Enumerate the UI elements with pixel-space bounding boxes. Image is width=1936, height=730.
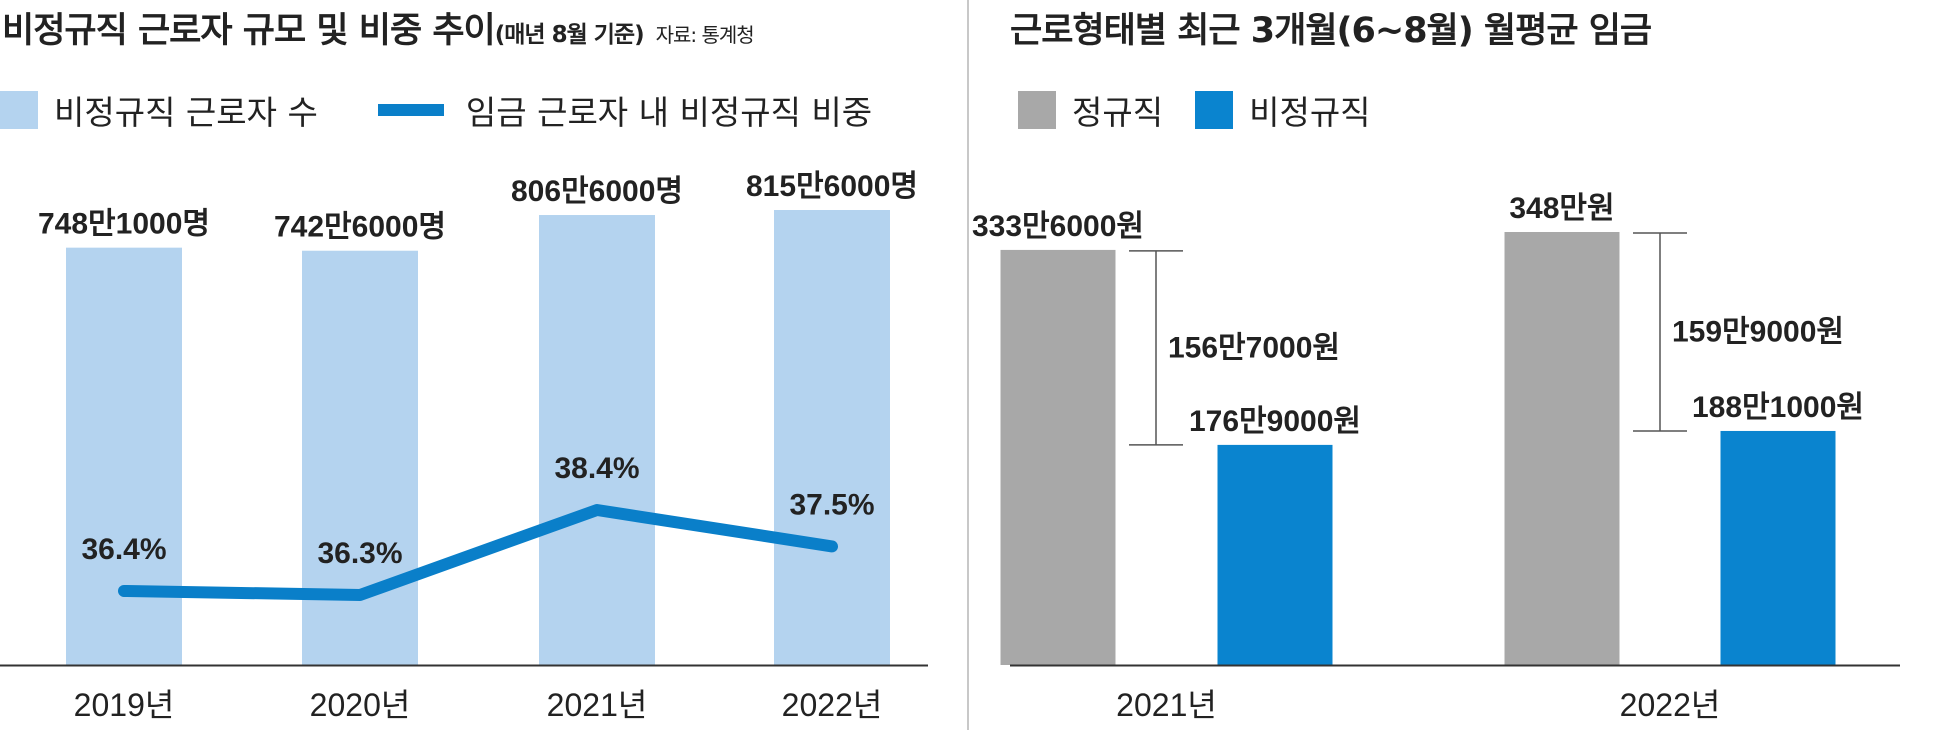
x-tick-label: 2021년 (1116, 687, 1217, 723)
left-legend: 비정규직 근로자 수 임금 근로자 내 비정규직 비중 (0, 86, 932, 134)
gap-label: 156만7000원 (1168, 331, 1340, 364)
bar-regular-2022년 (1504, 232, 1620, 665)
right-legend: 정규직 비정규직 (1018, 86, 1431, 134)
line-point-label: 36.3% (317, 537, 402, 570)
x-tick-label: 2022년 (782, 687, 883, 723)
legend-item-bars: 비정규직 근로자 수 (0, 86, 318, 134)
left-title-text: 비정규직 근로자 규모 및 비중 추이 (2, 11, 496, 51)
x-tick-label: 2022년 (1620, 687, 1721, 723)
legend-item-irregular: 비정규직 (1195, 86, 1371, 134)
legend-swatch-bars (0, 91, 38, 129)
bar-2020년 (302, 250, 418, 666)
left-title-source: 자료: 통계청 (655, 23, 755, 47)
legend-label-line: 임금 근로자 내 비정규직 비중 (465, 93, 873, 132)
left-chart-panel: 비정규직 근로자 규모 및 비중 추이(매년 8월 기준) 자료: 통계청 비정규… (0, 2, 932, 723)
left-chart-svg: 748만1000명 2019년 742만6000명 2020년 806만6000명 202… (0, 170, 928, 723)
right-chart-title: 근로형태별 최근 3개월(6~8월) 월평균 임금 (1010, 11, 1652, 51)
bar-regular-2021년 (1000, 249, 1116, 665)
bar-irregular-2022년 (1720, 430, 1836, 665)
bar-value-label: 815만6000명 (746, 170, 918, 203)
bar-value-label: 806만6000명 (511, 175, 683, 208)
bar-2019년 (66, 247, 182, 666)
x-tick-label: 2021년 (547, 687, 648, 723)
legend-swatch-regular (1018, 91, 1056, 129)
left-title-subtitle: (매년 8월 기준) (494, 22, 645, 48)
line-point-label: 37.5% (789, 488, 874, 521)
bar-irregular-2021년 (1217, 444, 1333, 665)
bar-value-label: 748만1000명 (38, 208, 210, 241)
line-point-label: 36.4% (81, 533, 166, 566)
x-tick-label: 2020년 (310, 687, 411, 723)
legend-label-bars: 비정규직 근로자 수 (54, 93, 318, 132)
bar-value-label: 348만원 (1509, 192, 1614, 225)
bar-value-label: 742만6000명 (274, 211, 446, 244)
legend-swatch-irregular (1195, 91, 1234, 129)
line-point-label: 38.4% (554, 452, 639, 485)
legend-swatch-line (377, 104, 444, 116)
panel-divider (967, 0, 969, 730)
x-tick-label: 2019년 (74, 687, 175, 723)
bar-value-label: 333만6000원 (972, 210, 1144, 243)
bar-2021년 (539, 215, 655, 665)
bar-value-label: 176만9000원 (1189, 405, 1361, 438)
legend-item-regular: 정규직 (1018, 86, 1163, 134)
bar-value-label: 188만1000원 (1692, 391, 1864, 424)
right-chart-panel: 근로형태별 최근 3개월(6~8월) 월평균 임금 정규직 비정규직 333만6… (970, 0, 1936, 730)
gap-label: 159만9000원 (1672, 315, 1844, 348)
legend-label-regular: 정규직 (1072, 93, 1164, 132)
left-chart-title: 비정규직 근로자 규모 및 비중 추이(매년 8월 기준) 자료: 통계청 (2, 2, 755, 53)
legend-label-irregular: 비정규직 (1249, 93, 1371, 132)
right-chart-svg: 333만6000원 176만9000원 156만7000원 2021년 348만원 188… (972, 192, 1900, 723)
legend-item-line: 임금 근로자 내 비정규직 비중 (377, 86, 873, 134)
share-line (118, 504, 838, 601)
bar-2022년 (774, 210, 890, 665)
